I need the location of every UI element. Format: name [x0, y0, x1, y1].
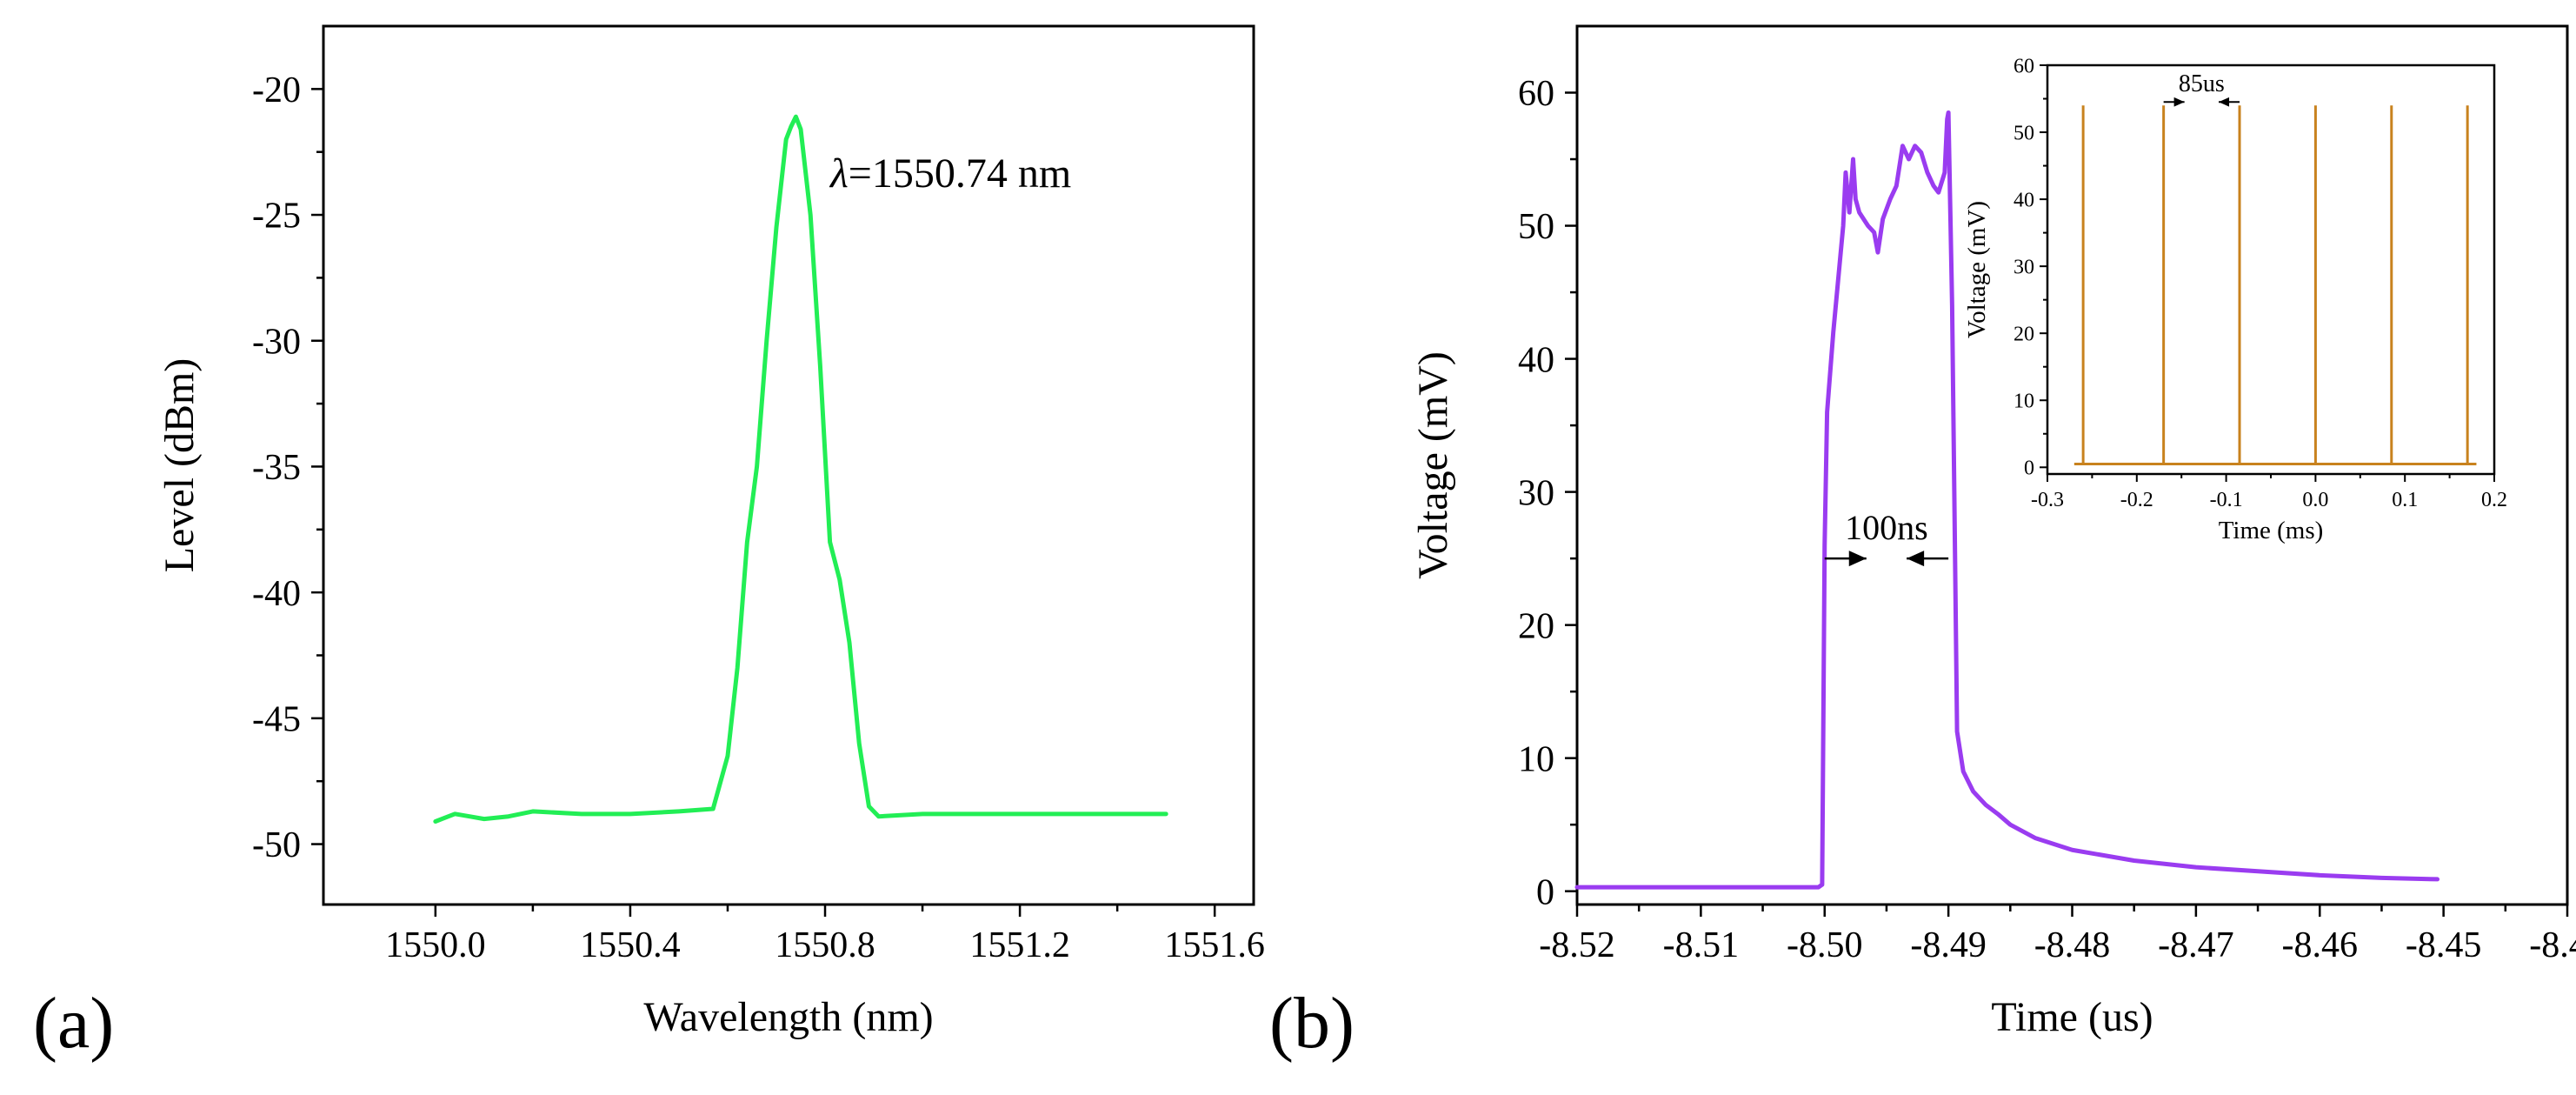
inset-y-axis-label: Voltage (mV)	[1963, 201, 1991, 338]
b-y-tick-label: 50	[1518, 207, 1554, 247]
a-x-tick-label: 1551.6	[1164, 925, 1265, 965]
inset-x-tick-label: 0.1	[2392, 489, 2418, 511]
a-plot-frame	[322, 24, 1255, 906]
panel-label-a: (a)	[33, 983, 115, 1064]
a-lambda-symbol: λ	[829, 150, 849, 197]
chart-a: 1550.0 1550.4 1550.8 1551.2 1551.6 -20 -25 -30 -…	[156, 24, 1265, 1040]
a-y-tick-label: -45	[252, 700, 301, 740]
b-width-annotation: 100ns	[1845, 508, 1928, 547]
b-y-tick-label: 30	[1518, 473, 1554, 513]
inset-y-tick-label: 0	[2024, 457, 2034, 480]
a-y-tick-label: -20	[252, 70, 301, 110]
a-lambda-value: =1550.74 nm	[849, 150, 1071, 197]
b-y-tick-label: 60	[1518, 74, 1554, 114]
a-y-tick-label: -25	[252, 197, 301, 237]
a-wavelength-annotation: λ=1550.74 nm	[829, 150, 1071, 197]
inset-x-tick-label: -0.3	[2031, 489, 2064, 511]
a-spectrum-line	[433, 114, 1168, 824]
b-plot-frame	[1575, 24, 2569, 906]
b-y-axis-label: Voltage (mV)	[1410, 351, 1456, 579]
a-x-tick-label: 1550.8	[775, 925, 875, 965]
inset-y-tick-label: 50	[2014, 122, 2034, 144]
b-x-tick-label: -8.51	[1663, 925, 1740, 965]
inset-y-tick-label: 20	[2014, 324, 2034, 346]
b-y-tick-label: 20	[1518, 606, 1554, 646]
inset-x-tick-label: 0.0	[2302, 489, 2328, 511]
a-x-tick-label: 1550.0	[385, 925, 486, 965]
b-x-axis-label: Time (us)	[1991, 994, 2153, 1040]
inset-x-tick-label: -0.2	[2120, 489, 2153, 511]
b-pulse-line	[1574, 110, 2440, 890]
inset-y-tick-label: 10	[2014, 391, 2034, 413]
b-x-tick-label: -8.45	[2406, 925, 2482, 965]
inset-x-tick-label: 0.2	[2481, 489, 2507, 511]
inset-y-tick-label: 60	[2014, 55, 2034, 77]
b-width-arrowhead-right	[1907, 551, 1925, 567]
b-x-tick-label: -8.44	[2529, 925, 2576, 965]
b-y-tick-label: 40	[1518, 340, 1554, 380]
b-x-tick-label: -8.49	[1910, 925, 1987, 965]
a-x-axis-label: Wavelength (nm)	[643, 994, 933, 1040]
b-y-tick-label: 0	[1536, 872, 1554, 912]
panel-label-b: (b)	[1269, 983, 1355, 1064]
inset-plot-frame	[2046, 63, 2496, 476]
inset-y-tick-label: 30	[2014, 257, 2034, 279]
chart-b: -8.52 -8.51 -8.50 -8.49 -8.48 -8.47 -8.46 -8.45…	[1410, 24, 2576, 1040]
b-x-tick-label: -8.47	[2158, 925, 2234, 965]
inset-period-arrowhead-left	[2173, 97, 2185, 107]
b-width-arrowhead-left	[1848, 551, 1867, 567]
inset-x-axis-label: Time (ms)	[2219, 517, 2324, 544]
a-x-tick-label: 1551.2	[969, 925, 1070, 965]
inset-period-arrowhead-right	[2219, 97, 2230, 107]
a-y-axis-label: Level (dBm)	[156, 358, 203, 573]
inset-x-tick-label: -0.1	[2210, 489, 2243, 511]
a-y-tick-label: -35	[252, 448, 301, 488]
b-y-tick-label: 10	[1518, 739, 1554, 779]
a-y-tick-label: -30	[252, 322, 301, 362]
inset-period-annotation: 85us	[2179, 70, 2225, 97]
a-y-tick-label: -40	[252, 574, 301, 614]
a-y-tick-label: -50	[252, 825, 301, 865]
b-x-tick-label: -8.52	[1539, 925, 1615, 965]
inset-y-tick-label: 40	[2014, 189, 2034, 211]
b-x-tick-label: -8.50	[1787, 925, 1863, 965]
b-x-tick-label: -8.48	[2034, 925, 2111, 965]
a-x-tick-label: 1550.4	[580, 925, 681, 965]
b-x-tick-label: -8.46	[2282, 925, 2359, 965]
